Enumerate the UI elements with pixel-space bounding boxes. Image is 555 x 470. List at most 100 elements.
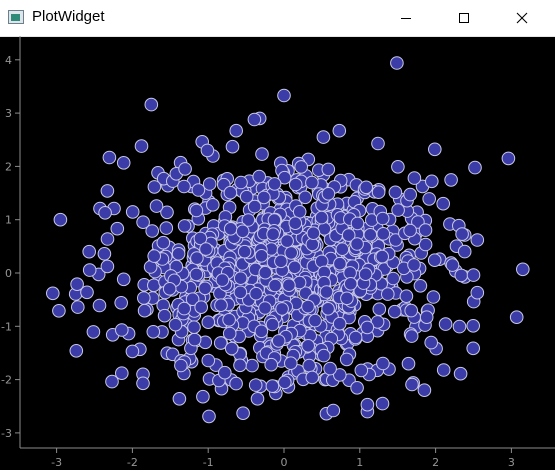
x-tick-label: 2 xyxy=(432,456,439,469)
scatter-point xyxy=(174,358,188,373)
scatter-point xyxy=(316,130,331,144)
scatter-point xyxy=(178,162,192,176)
scatter-point xyxy=(201,315,216,330)
scatter-point xyxy=(407,258,421,272)
scatter-point xyxy=(427,253,442,267)
scatter-point xyxy=(277,88,291,103)
app-icon xyxy=(8,10,24,24)
scatter-point xyxy=(370,315,385,329)
scatter-point xyxy=(271,334,286,348)
scatter-point xyxy=(46,286,60,301)
scatter-point xyxy=(136,376,150,391)
scatter-point xyxy=(363,228,378,242)
minimize-button[interactable] xyxy=(383,0,429,36)
scatter-point xyxy=(194,300,208,315)
scatter-point xyxy=(314,210,329,225)
scatter-point xyxy=(177,179,191,194)
scatter-point xyxy=(156,235,171,250)
scatter-point xyxy=(305,175,319,190)
minimize-icon xyxy=(401,18,411,19)
scatter-point xyxy=(333,256,347,271)
scatter-point xyxy=(116,156,131,170)
scatter-point xyxy=(134,139,149,153)
scatter-point xyxy=(425,174,439,189)
scatter-point xyxy=(375,249,390,264)
scatter-point xyxy=(426,290,441,304)
scatter-point xyxy=(381,287,395,301)
scatter-point xyxy=(236,406,250,421)
scatter-point xyxy=(354,363,369,378)
y-tick-label: 2 xyxy=(5,160,12,173)
scatter-point xyxy=(147,278,161,293)
scatter-point xyxy=(350,237,364,251)
scatter-point xyxy=(444,173,458,187)
scatter-point xyxy=(339,352,354,367)
scatter-point xyxy=(453,366,468,381)
scatter-point xyxy=(417,383,432,398)
scatter-point xyxy=(288,216,303,230)
scatter-point xyxy=(314,254,329,269)
scatter-point xyxy=(69,344,84,358)
scatter-point xyxy=(445,258,460,272)
y-tick-label: 1 xyxy=(5,214,12,227)
scatter-point xyxy=(225,139,240,154)
scatter-point xyxy=(223,222,238,236)
scatter-point xyxy=(457,244,472,259)
scatter-point xyxy=(187,320,201,335)
scatter-point xyxy=(145,224,159,238)
scatter-point xyxy=(376,227,391,241)
close-icon xyxy=(516,12,528,24)
scatter-point xyxy=(264,357,279,372)
scatter-point xyxy=(387,304,402,319)
scatter-point xyxy=(146,325,161,339)
scatter-point xyxy=(206,198,220,212)
scatter-point xyxy=(340,291,354,306)
scatter-point xyxy=(147,180,162,194)
scatter-point xyxy=(388,185,403,200)
scatter-point xyxy=(115,366,129,381)
scatter-point xyxy=(239,189,254,204)
scatter-point xyxy=(222,326,237,341)
scatter-point xyxy=(287,260,302,275)
close-button[interactable] xyxy=(499,0,545,36)
scatter-point xyxy=(403,187,418,202)
scatter-point xyxy=(391,160,405,174)
scatter-point xyxy=(424,335,439,350)
scatter-point xyxy=(110,221,125,236)
scatter-point xyxy=(466,268,481,282)
scatter-point xyxy=(202,177,217,191)
points-layer xyxy=(46,56,530,424)
scatter-point xyxy=(323,361,337,376)
scatter-point xyxy=(348,330,363,345)
scatter-point xyxy=(187,332,202,347)
scatter-point xyxy=(301,299,315,314)
scatter-point xyxy=(53,212,68,227)
scatter-point xyxy=(343,277,358,291)
scatter-point xyxy=(137,303,152,318)
scatter-plot[interactable]: -3 -2 -1 0 1 2 3 4 -3 -2 -1 0 1 2 3 xyxy=(0,36,555,470)
scatter-point xyxy=(70,277,84,291)
scatter-point xyxy=(254,324,269,339)
scatter-point xyxy=(114,296,128,310)
scatter-point xyxy=(267,177,282,191)
scatter-point xyxy=(509,310,524,325)
scatter-point xyxy=(274,254,288,269)
scatter-point xyxy=(388,233,403,247)
scatter-point xyxy=(436,196,451,211)
scatter-point xyxy=(390,56,404,70)
scatter-point xyxy=(100,232,115,246)
maximize-button[interactable] xyxy=(441,0,487,36)
scatter-point xyxy=(80,285,94,300)
scatter-point xyxy=(136,215,150,229)
scatter-point xyxy=(92,298,107,313)
scatter-point xyxy=(516,262,530,277)
scatter-point xyxy=(213,336,228,350)
title-bar[interactable]: PlotWidget xyxy=(0,0,555,37)
scatter-point xyxy=(223,185,238,200)
scatter-point xyxy=(157,308,172,323)
scatter-point xyxy=(265,317,280,332)
x-tick-label: 3 xyxy=(508,456,515,469)
scatter-point xyxy=(177,219,192,233)
x-tick-label: -1 xyxy=(203,456,214,469)
